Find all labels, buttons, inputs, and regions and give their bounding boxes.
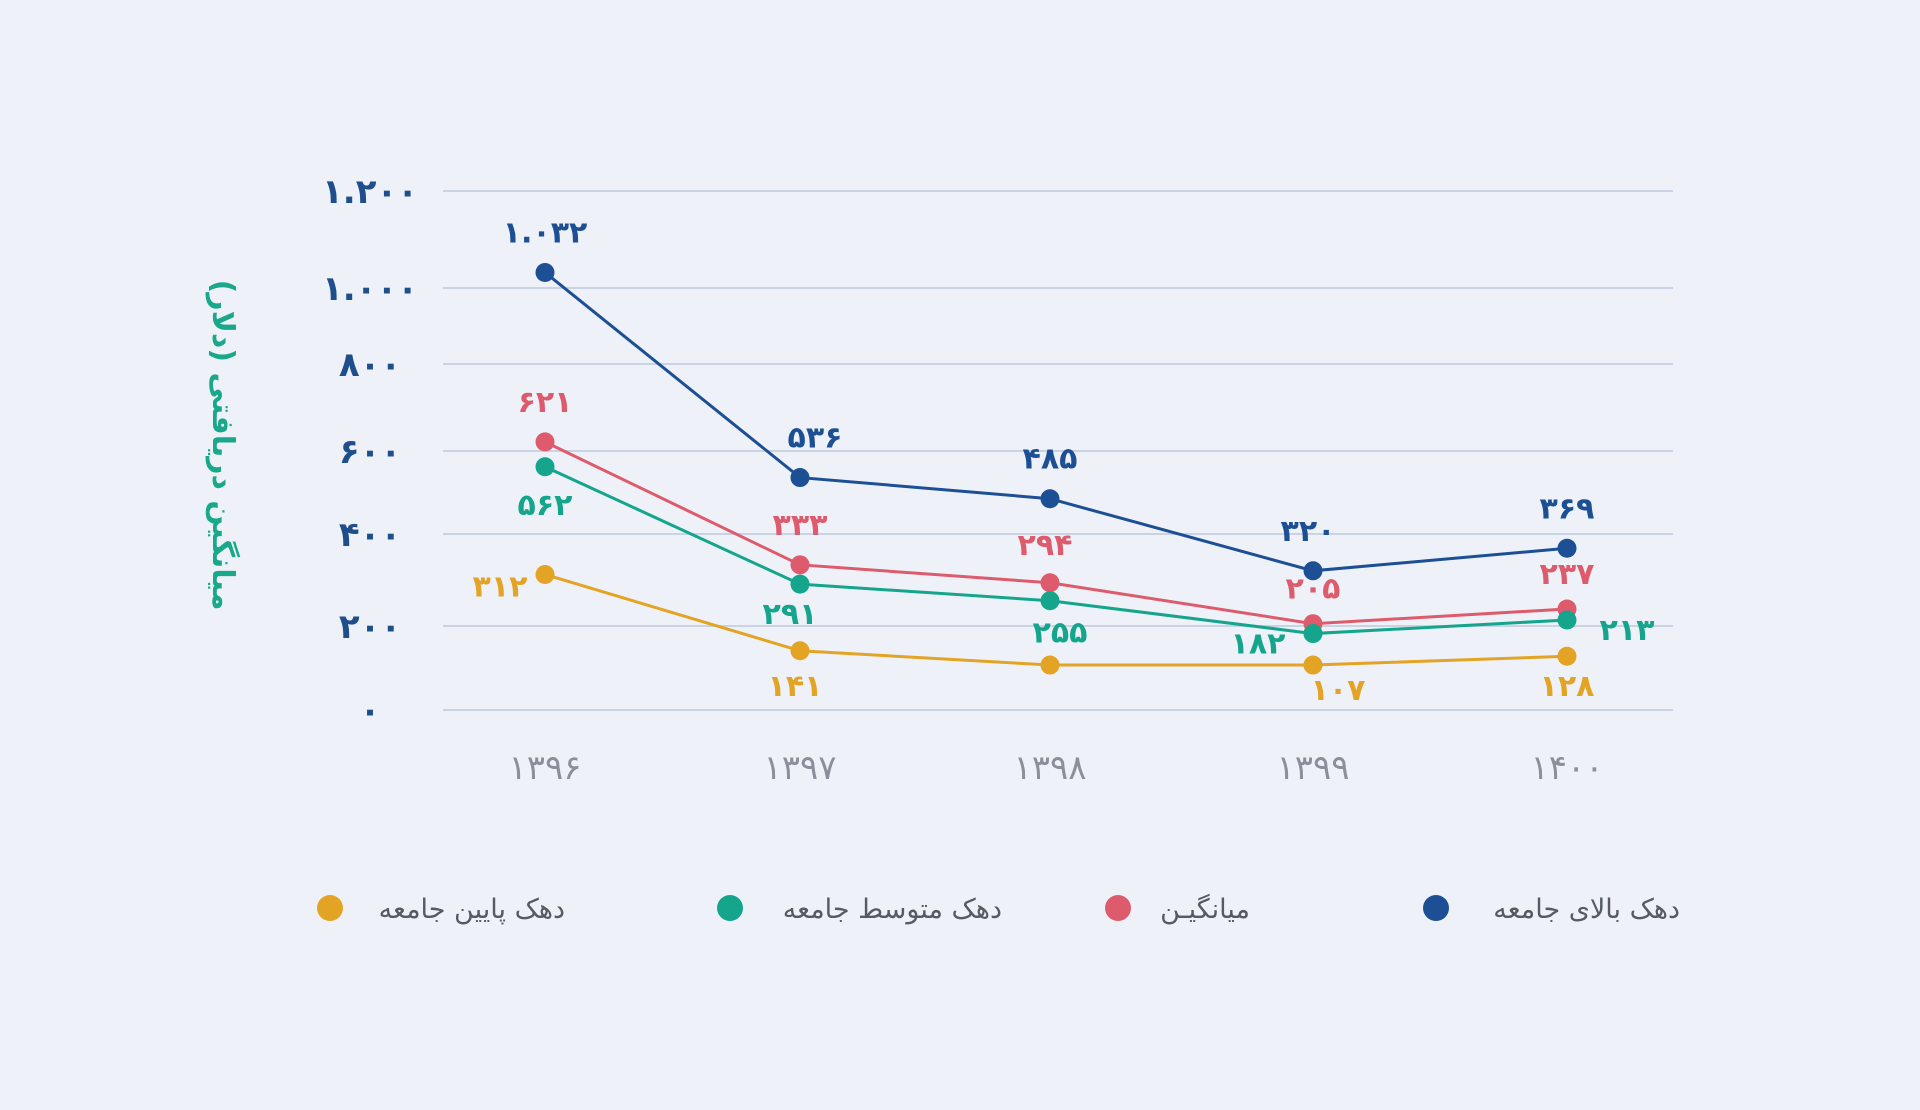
data-label-1-1: ۳۳۳ bbox=[773, 508, 828, 543]
data-label-0-4: ۳۶۹ bbox=[1540, 491, 1595, 526]
y-tick-label-5: ۱.۰۰۰ bbox=[322, 269, 418, 309]
legend-marker-3 bbox=[317, 895, 343, 921]
data-point-0-3 bbox=[1303, 561, 1323, 581]
legend-marker-0 bbox=[1423, 895, 1449, 921]
data-point-3-1 bbox=[790, 641, 810, 661]
legend-label-1: میانگیـن bbox=[1160, 893, 1250, 925]
data-label-3-4: ۱۲۸ bbox=[1540, 669, 1595, 704]
data-label-1-0: ۶۲۱ bbox=[518, 385, 573, 420]
data-label-0-3: ۳۲۰ bbox=[1281, 514, 1336, 549]
data-label-3-0: ۳۱۲ bbox=[473, 569, 528, 604]
data-point-3-3 bbox=[1303, 655, 1323, 675]
legend-label-0: دهک بالای جامعه bbox=[1493, 894, 1680, 925]
data-label-1-3: ۲۰۵ bbox=[1286, 572, 1341, 607]
data-point-3-4 bbox=[1557, 646, 1577, 666]
data-point-2-2 bbox=[1040, 591, 1060, 611]
data-label-3-1: ۱۴۱ bbox=[768, 669, 823, 704]
y-tick-label-3: ۶۰۰ bbox=[339, 432, 401, 472]
data-label-2-3: ۱۸۲ bbox=[1231, 627, 1286, 662]
data-label-0-2: ۴۸۵ bbox=[1023, 442, 1078, 477]
data-label-1-4: ۲۳۷ bbox=[1540, 557, 1595, 592]
x-tick-label-2: ۱۳۹۸ bbox=[1013, 748, 1086, 788]
y-tick-label-1: ۲۰۰ bbox=[339, 607, 401, 647]
data-label-2-1: ۲۹۱ bbox=[763, 597, 818, 632]
data-point-2-0 bbox=[535, 457, 555, 477]
y-tick-label-4: ۸۰۰ bbox=[339, 345, 401, 385]
x-tick-label-4: ۱۴۰۰ bbox=[1530, 748, 1603, 788]
y-tick-label-2: ۴۰۰ bbox=[339, 515, 401, 555]
data-point-2-4 bbox=[1557, 610, 1577, 630]
y-tick-label-6: ۱.۲۰۰ bbox=[322, 172, 418, 212]
data-label-0-1: ۵۳۶ bbox=[788, 421, 843, 456]
legend-label-3: دهک پایین جامعه bbox=[379, 894, 565, 925]
data-point-0-2 bbox=[1040, 489, 1060, 509]
data-label-0-0: ۱.۰۳۲ bbox=[503, 215, 588, 250]
series-line-0 bbox=[544, 271, 1568, 573]
data-point-0-1 bbox=[790, 468, 810, 488]
data-point-2-3 bbox=[1303, 624, 1323, 644]
data-label-3-3: ۱۰۷ bbox=[1311, 673, 1366, 708]
data-label-2-4: ۲۱۳ bbox=[1600, 613, 1655, 648]
legend-marker-1 bbox=[1105, 895, 1131, 921]
y-tick-label-0: ۰ bbox=[360, 691, 381, 731]
x-tick-label-1: ۱۳۹۷ bbox=[763, 748, 836, 788]
y-axis-label: میانگین دریافتی (دلار) bbox=[205, 280, 241, 611]
data-point-0-0 bbox=[535, 262, 555, 282]
x-tick-label-0: ۱۳۹۶ bbox=[508, 748, 581, 788]
data-label-1-2: ۲۹۴ bbox=[1018, 528, 1073, 563]
data-point-2-1 bbox=[790, 574, 810, 594]
x-tick-label-3: ۱۳۹۹ bbox=[1276, 748, 1349, 788]
data-point-1-1 bbox=[790, 555, 810, 575]
data-point-3-2 bbox=[1040, 655, 1060, 675]
data-label-2-0: ۵۶۲ bbox=[518, 488, 573, 523]
data-point-1-0 bbox=[535, 432, 555, 452]
data-label-2-2: ۲۵۵ bbox=[1033, 616, 1088, 651]
data-point-1-2 bbox=[1040, 573, 1060, 593]
legend-marker-2 bbox=[717, 895, 743, 921]
data-point-3-0 bbox=[535, 564, 555, 584]
data-point-0-4 bbox=[1557, 538, 1577, 558]
legend-label-2: دهک متوسط جامعه bbox=[783, 894, 1002, 925]
